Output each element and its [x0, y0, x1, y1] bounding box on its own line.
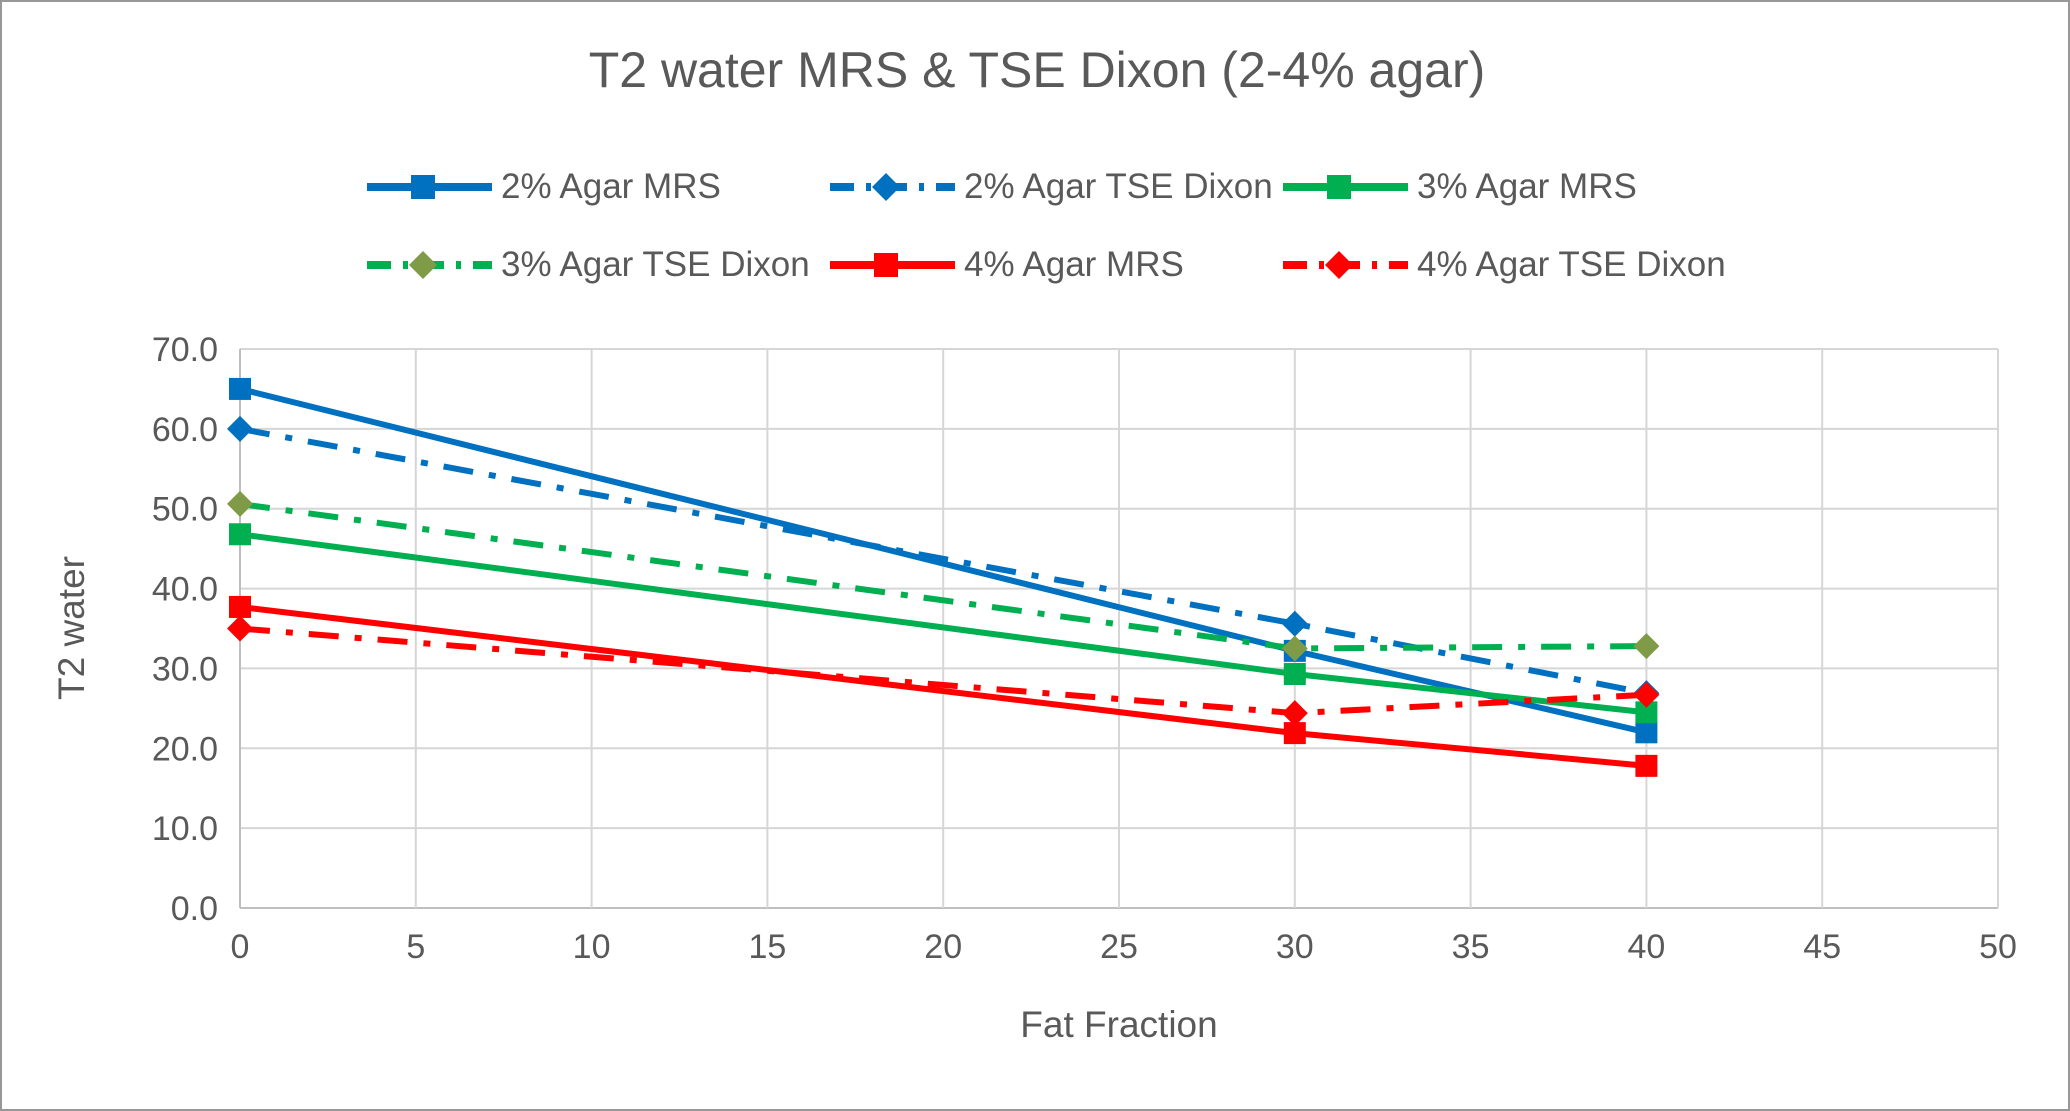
y-tick-label: 40.0: [152, 571, 218, 609]
x-tick-label: 20: [924, 928, 962, 966]
series-marker-diamond: [872, 173, 900, 201]
x-tick-label: 40: [1627, 928, 1665, 966]
series-marker-diamond: [1281, 635, 1308, 662]
x-tick-label: 10: [573, 928, 611, 966]
series-marker-square: [1327, 175, 1351, 199]
y-tick-label: 20.0: [152, 730, 218, 768]
series-marker-diamond: [1633, 633, 1660, 660]
series-marker-diamond: [227, 615, 253, 642]
y-tick-label: 0.0: [171, 890, 218, 928]
x-tick-label: 30: [1276, 928, 1314, 966]
series-marker-square: [229, 595, 251, 618]
legend-key-sample: [830, 173, 955, 201]
x-tick-label: 0: [231, 928, 250, 966]
x-axis-title: Fat Fraction: [1020, 1004, 1218, 1045]
legend-label: 3% Agar TSE Dixon: [501, 245, 810, 284]
legend-item: 3% Agar TSE Dixon: [367, 241, 810, 289]
series-marker-square: [1283, 722, 1306, 745]
series-marker-square: [229, 377, 251, 400]
series-marker-diamond: [1281, 610, 1308, 637]
legend-item: 2% Agar TSE Dixon: [830, 163, 1273, 211]
x-tick-label: 35: [1452, 928, 1490, 966]
y-tick-label: 70.0: [152, 331, 218, 369]
legend-key-sample: [367, 175, 492, 199]
series-marker-diamond: [227, 490, 253, 517]
series-marker-diamond: [227, 415, 253, 442]
legend-label: 4% Agar MRS: [964, 245, 1184, 284]
series-marker-square: [1635, 754, 1658, 777]
series-marker-square: [1283, 663, 1306, 686]
legend-key-sample: [1283, 251, 1408, 279]
y-axis-title: T2 water: [51, 556, 92, 700]
series-marker-diamond: [409, 251, 437, 279]
series-marker-diamond: [1325, 251, 1353, 279]
legend-label: 3% Agar MRS: [1417, 167, 1637, 206]
y-tick-label: 30.0: [152, 650, 218, 688]
legend-key-sample: [830, 253, 955, 277]
series-marker-diamond: [1281, 700, 1308, 727]
x-tick-label: 50: [1979, 928, 2017, 966]
series-marker-square: [229, 523, 251, 546]
x-tick-label: 45: [1803, 928, 1841, 966]
series-marker-square: [1635, 701, 1658, 724]
legend-item: 4% Agar TSE Dixon: [1283, 241, 1726, 289]
legend-label: 2% Agar MRS: [501, 167, 721, 206]
legend-key-sample: [1283, 175, 1408, 199]
series-marker-square: [874, 253, 898, 277]
legend-label: 4% Agar TSE Dixon: [1417, 245, 1726, 284]
series-line: [239, 425, 1647, 697]
legend-key-sample: [367, 251, 492, 279]
x-tick-label: 15: [748, 928, 786, 966]
series-marker-square: [411, 175, 435, 199]
legend-label: 2% Agar TSE Dixon: [964, 167, 1273, 206]
chart-title: T2 water MRS & TSE Dixon (2-4% agar): [588, 42, 1486, 98]
y-tick-label: 10.0: [152, 810, 218, 848]
series-marker-diamond: [1633, 681, 1660, 708]
y-tick-label: 50.0: [152, 491, 218, 529]
legend-item: 3% Agar MRS: [1283, 163, 1637, 211]
legend-item: 4% Agar MRS: [830, 241, 1184, 289]
series-marker-square: [1635, 721, 1658, 744]
x-tick-label: 5: [406, 928, 425, 966]
legend-item: 2% Agar MRS: [367, 163, 721, 211]
y-tick-label: 60.0: [152, 411, 218, 449]
x-tick-label: 25: [1100, 928, 1138, 966]
